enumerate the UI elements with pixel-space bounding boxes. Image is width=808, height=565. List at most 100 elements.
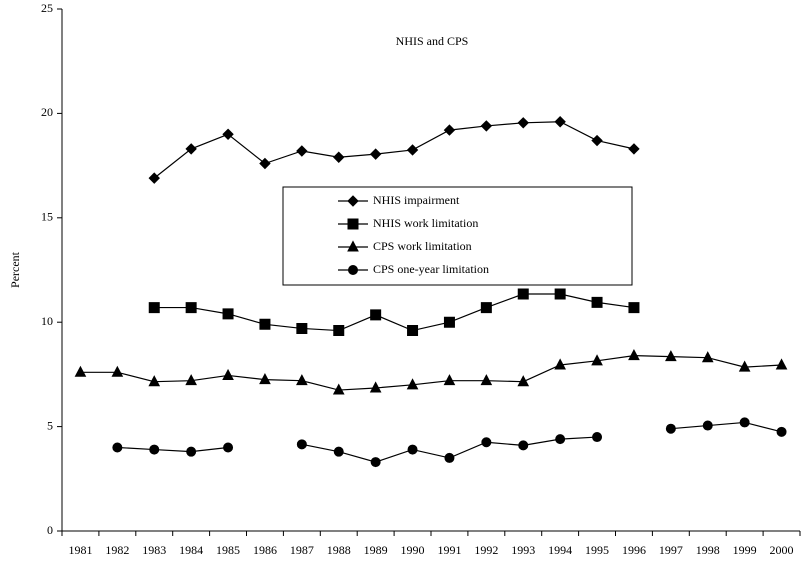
x-tick-label: 1981: [68, 543, 92, 557]
legend-marker: [347, 218, 359, 230]
y-tick-label: 15: [41, 210, 53, 224]
data-point: [443, 316, 455, 328]
data-point: [148, 375, 161, 387]
data-point: [407, 444, 418, 455]
y-tick-label: 25: [41, 1, 53, 15]
series-line: [154, 293, 635, 332]
data-point: [554, 358, 566, 370]
data-point: [480, 374, 493, 386]
x-tick-label: 1999: [733, 543, 757, 557]
x-tick-label: 1988: [327, 543, 351, 557]
x-tick-label: 1994: [548, 543, 572, 557]
data-point: [776, 426, 787, 437]
data-point: [222, 128, 234, 140]
legend-box: [282, 186, 633, 286]
x-tick-label: 2000: [770, 543, 794, 557]
data-point: [259, 157, 271, 170]
data-point: [148, 172, 160, 184]
x-tick-label: 1996: [622, 543, 646, 557]
y-tick-label: 10: [41, 314, 53, 328]
x-tick-label: 1984: [179, 543, 203, 557]
data-point: [222, 368, 234, 380]
data-point: [259, 318, 271, 330]
x-tick-label: 1983: [142, 543, 166, 557]
data-point: [296, 322, 308, 334]
data-point: [296, 374, 308, 386]
x-tick-label: 1989: [364, 543, 388, 557]
data-point: [222, 308, 234, 320]
data-point: [333, 446, 344, 457]
data-point: [591, 296, 603, 308]
data-point: [517, 375, 530, 387]
data-point: [112, 442, 123, 453]
legend-marker: [347, 195, 359, 207]
x-tick-label: 1990: [401, 543, 425, 557]
legend-label: CPS one-year limitation: [373, 262, 489, 276]
data-point: [407, 325, 419, 337]
data-point: [444, 452, 455, 463]
data-point: [665, 423, 676, 434]
data-point: [370, 457, 381, 468]
data-point: [480, 302, 492, 314]
data-point: [701, 351, 714, 363]
data-point: [111, 365, 124, 377]
data-point: [74, 365, 87, 377]
data-point: [185, 143, 197, 155]
data-point: [296, 439, 307, 450]
data-point: [591, 134, 603, 147]
data-point: [259, 373, 271, 385]
data-point: [149, 444, 160, 455]
data-point: [518, 440, 529, 451]
legend-label: NHIS work limitation: [373, 216, 478, 230]
x-tick-label: 1986: [253, 543, 277, 557]
data-point: [185, 302, 197, 314]
data-point: [332, 383, 345, 395]
x-tick-label: 1987: [290, 543, 314, 557]
data-point: [702, 420, 713, 431]
data-point: [185, 374, 197, 386]
data-point: [480, 120, 493, 132]
data-point: [481, 437, 492, 448]
data-point: [554, 288, 566, 300]
x-tick-label: 1997: [659, 543, 683, 557]
data-point: [333, 151, 345, 163]
data-point: [517, 288, 529, 300]
data-point: [628, 143, 640, 155]
x-tick-label: 1985: [216, 543, 240, 557]
data-point: [665, 350, 677, 362]
data-point: [555, 434, 566, 445]
data-point: [517, 117, 529, 129]
data-point: [406, 144, 419, 156]
x-tick-label: 1992: [474, 543, 498, 557]
data-point: [369, 381, 382, 393]
series-line: [80, 355, 782, 391]
legend-marker: [347, 240, 359, 252]
data-point: [370, 309, 382, 321]
y-axis-label: Percent: [8, 251, 22, 288]
y-tick-label: 5: [47, 418, 53, 432]
x-tick-label: 1995: [585, 543, 609, 557]
x-tick-label: 1982: [105, 543, 129, 557]
data-point: [369, 148, 382, 160]
data-point: [738, 360, 751, 372]
legend-marker: [348, 265, 358, 275]
data-point: [775, 358, 788, 370]
data-point: [443, 374, 456, 386]
data-point: [406, 378, 419, 390]
data-point: [592, 432, 603, 443]
legend-label: CPS work limitation: [373, 239, 472, 253]
x-tick-label: 1998: [696, 543, 720, 557]
data-point: [186, 446, 197, 457]
data-point: [443, 124, 456, 136]
chart-title: NHIS and CPS: [396, 34, 469, 48]
data-point: [739, 417, 750, 428]
data-point: [333, 325, 345, 337]
data-point: [296, 145, 308, 157]
data-point: [554, 116, 566, 128]
x-tick-label: 1993: [511, 543, 535, 557]
data-point: [591, 354, 603, 366]
series-line: [153, 121, 635, 179]
y-tick-label: 20: [41, 105, 53, 119]
data-point: [628, 302, 640, 314]
